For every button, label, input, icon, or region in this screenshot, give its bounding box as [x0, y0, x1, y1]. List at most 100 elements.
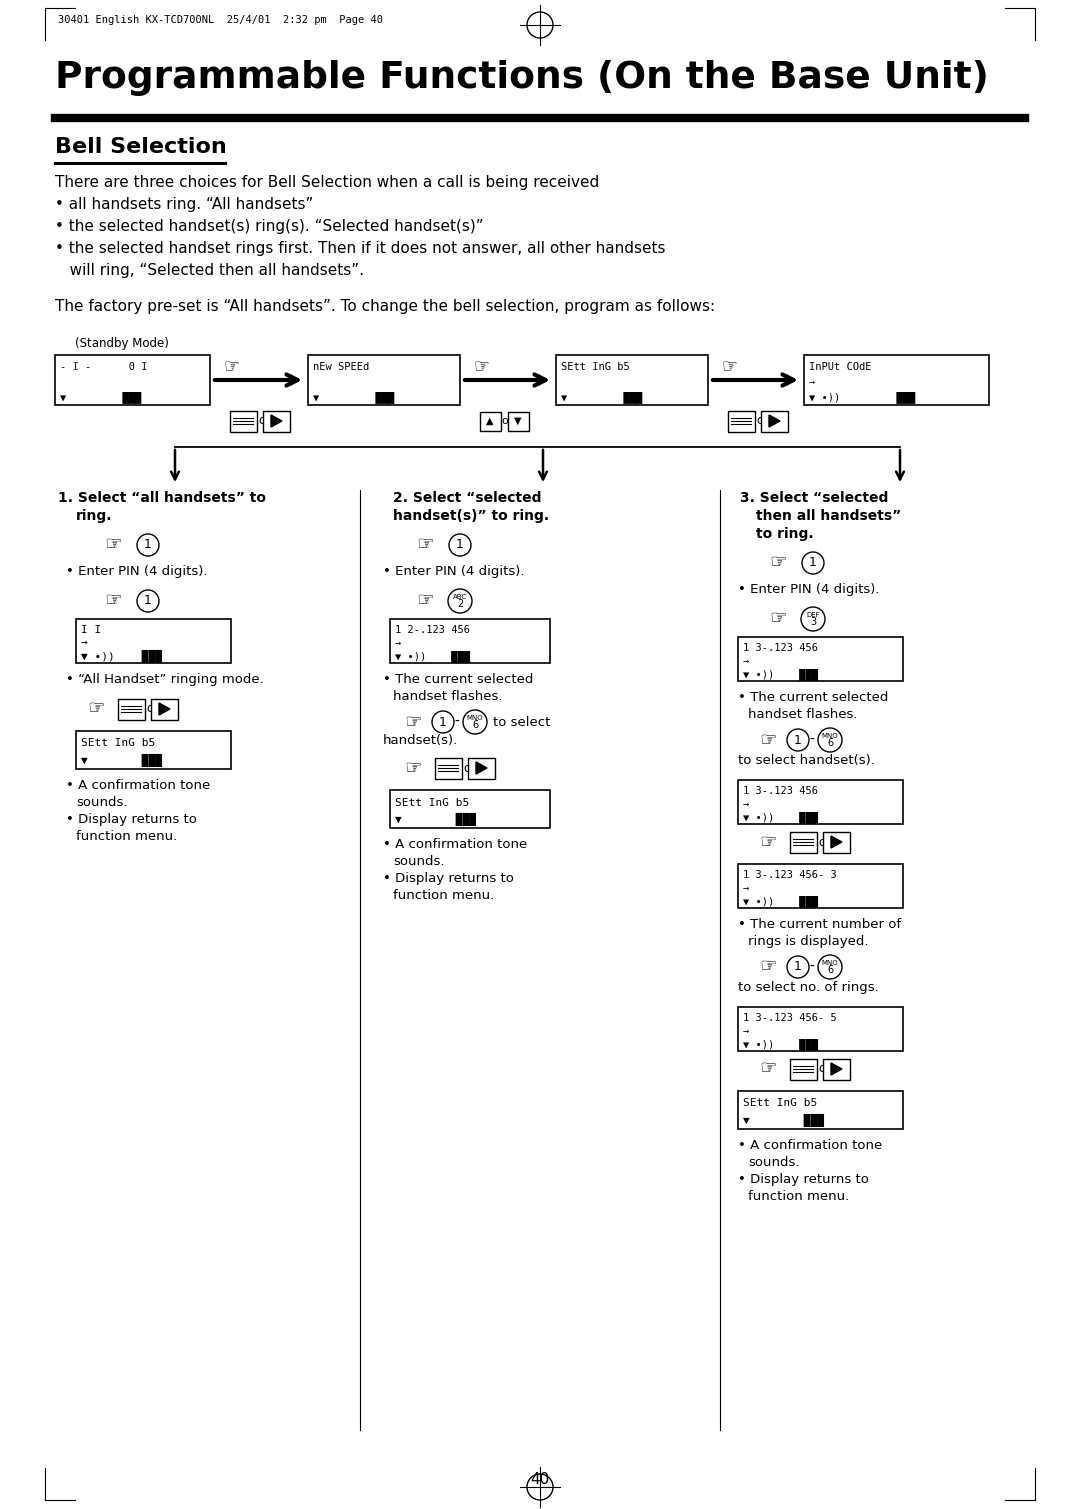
FancyBboxPatch shape	[390, 619, 550, 662]
Text: handset(s)” to ring.: handset(s)” to ring.	[393, 509, 549, 524]
Text: 1: 1	[144, 595, 152, 608]
Text: 6: 6	[472, 720, 478, 730]
Text: ▼ •))    ███: ▼ •)) ███	[743, 812, 818, 824]
Text: - I -      0 I: - I - 0 I	[60, 362, 148, 371]
Text: function menu.: function menu.	[76, 830, 177, 844]
Text: to select no. of rings.: to select no. of rings.	[738, 981, 879, 994]
Text: rings is displayed.: rings is displayed.	[748, 936, 868, 948]
FancyBboxPatch shape	[804, 355, 989, 404]
FancyBboxPatch shape	[738, 637, 903, 681]
Text: ☞: ☞	[105, 592, 122, 611]
Text: ☞: ☞	[759, 958, 777, 976]
Text: MNO: MNO	[467, 715, 484, 721]
Text: • A confirmation tone: • A confirmation tone	[738, 1139, 882, 1151]
Text: Programmable Functions (On the Base Unit): Programmable Functions (On the Base Unit…	[55, 60, 989, 97]
Text: 3. Select “selected: 3. Select “selected	[740, 490, 889, 506]
Text: sounds.: sounds.	[748, 1156, 799, 1169]
Text: ☞: ☞	[105, 536, 122, 554]
Polygon shape	[831, 1062, 842, 1074]
Text: MNO: MNO	[822, 733, 838, 739]
Text: SEtt InG b5: SEtt InG b5	[561, 362, 630, 371]
Text: ☞: ☞	[759, 833, 777, 851]
Text: ▼ •))    ███: ▼ •)) ███	[743, 895, 818, 907]
Text: • The current number of: • The current number of	[738, 917, 901, 931]
Text: will ring, “Selected then all handsets”.: will ring, “Selected then all handsets”.	[55, 263, 364, 278]
Text: to select handset(s).: to select handset(s).	[738, 754, 875, 767]
Text: ▼: ▼	[514, 416, 522, 426]
Text: ▼         ███: ▼ ███	[561, 391, 643, 403]
Text: DEF: DEF	[806, 613, 820, 619]
Text: 2: 2	[457, 599, 463, 610]
Text: ABC: ABC	[453, 595, 467, 601]
Text: • Enter PIN (4 digits).: • Enter PIN (4 digits).	[66, 564, 207, 578]
FancyBboxPatch shape	[76, 730, 231, 770]
Text: 1: 1	[440, 715, 447, 729]
Text: sounds.: sounds.	[76, 797, 127, 809]
FancyBboxPatch shape	[738, 865, 903, 908]
Text: 1: 1	[794, 733, 802, 747]
Text: function menu.: function menu.	[748, 1191, 849, 1203]
Text: sounds.: sounds.	[393, 856, 445, 868]
Text: ☞: ☞	[404, 759, 422, 777]
Text: nEw SPEEd: nEw SPEEd	[313, 362, 369, 371]
Polygon shape	[831, 836, 842, 848]
FancyBboxPatch shape	[468, 758, 495, 779]
Text: or: or	[818, 1062, 831, 1076]
Polygon shape	[271, 415, 282, 427]
Text: or: or	[146, 703, 158, 715]
FancyBboxPatch shape	[728, 410, 755, 432]
Text: →: →	[743, 1026, 750, 1037]
Text: • all handsets ring. “All handsets”: • all handsets ring. “All handsets”	[55, 198, 313, 211]
Text: then all handsets”: then all handsets”	[756, 509, 901, 524]
FancyBboxPatch shape	[480, 412, 500, 430]
Text: ▼ •))    ███: ▼ •)) ███	[743, 668, 818, 681]
Text: 1: 1	[809, 557, 816, 569]
FancyBboxPatch shape	[229, 410, 257, 432]
FancyBboxPatch shape	[434, 758, 461, 779]
Text: ▼        ███: ▼ ███	[743, 1114, 824, 1127]
Text: handset flashes.: handset flashes.	[393, 690, 502, 703]
FancyBboxPatch shape	[55, 355, 210, 404]
Text: or: or	[463, 762, 475, 774]
Text: →: →	[395, 638, 402, 647]
Text: SEtt InG b5: SEtt InG b5	[395, 797, 469, 807]
FancyBboxPatch shape	[738, 1091, 903, 1129]
Text: MNO: MNO	[822, 960, 838, 966]
Text: • Display returns to: • Display returns to	[66, 813, 197, 825]
Text: ▼         ███: ▼ ███	[60, 391, 141, 403]
Text: →: →	[743, 656, 750, 665]
Polygon shape	[476, 762, 487, 774]
Text: • Display returns to: • Display returns to	[383, 872, 514, 884]
Text: function menu.: function menu.	[393, 889, 495, 902]
Text: 1. Select “all handsets” to: 1. Select “all handsets” to	[58, 490, 266, 506]
Text: SEtt InG b5: SEtt InG b5	[743, 1099, 818, 1109]
FancyBboxPatch shape	[262, 410, 289, 432]
Text: or: or	[258, 415, 270, 427]
Text: ▼         ███: ▼ ███	[313, 391, 394, 403]
Text: →: →	[743, 883, 750, 893]
FancyBboxPatch shape	[789, 831, 816, 853]
Text: →: →	[743, 798, 750, 809]
Text: ▼ •))    ███: ▼ •)) ███	[743, 1038, 818, 1050]
Text: ▼ •))         ███: ▼ •)) ███	[809, 391, 915, 403]
Text: 1: 1	[794, 961, 802, 973]
FancyBboxPatch shape	[760, 410, 787, 432]
Text: • Enter PIN (4 digits).: • Enter PIN (4 digits).	[738, 582, 879, 596]
FancyBboxPatch shape	[823, 831, 850, 853]
Text: or: or	[501, 416, 513, 426]
Text: ☞: ☞	[416, 592, 434, 611]
Text: -: -	[810, 733, 814, 747]
Text: The factory pre-set is “All handsets”. To change the bell selection, program as : The factory pre-set is “All handsets”. T…	[55, 299, 715, 314]
Text: 40: 40	[530, 1471, 550, 1486]
Text: • A confirmation tone: • A confirmation tone	[383, 837, 527, 851]
FancyBboxPatch shape	[823, 1058, 850, 1079]
FancyBboxPatch shape	[118, 699, 145, 720]
Text: ☞: ☞	[474, 358, 490, 376]
Text: to select: to select	[492, 715, 551, 729]
FancyBboxPatch shape	[556, 355, 708, 404]
Text: • The current selected: • The current selected	[383, 673, 534, 687]
FancyBboxPatch shape	[738, 1007, 903, 1050]
Text: ☞: ☞	[224, 358, 240, 376]
Text: Bell Selection: Bell Selection	[55, 137, 227, 157]
FancyBboxPatch shape	[508, 412, 528, 430]
